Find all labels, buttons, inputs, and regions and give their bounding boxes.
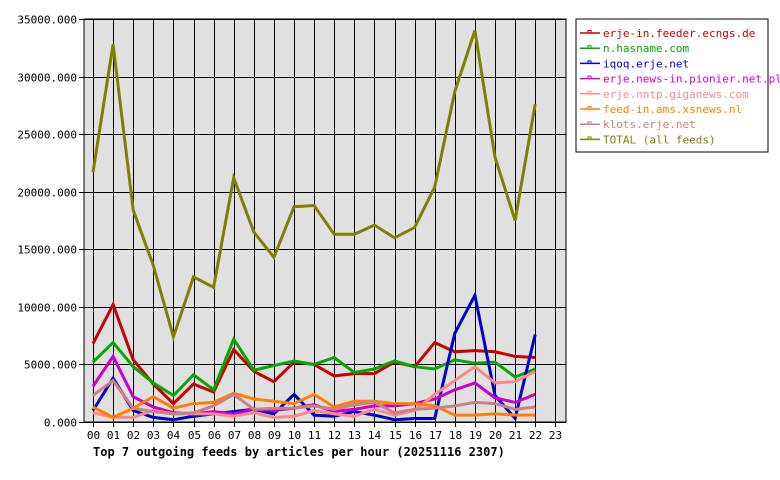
x-tick-label: 20 xyxy=(489,429,502,442)
legend-item: TOTAL (all feeds) xyxy=(580,133,716,146)
x-tick-label: 13 xyxy=(348,429,361,442)
y-tick-label: 30000.000 xyxy=(17,72,77,85)
x-tick-label: 22 xyxy=(529,429,542,442)
y-tick-label: 20000.000 xyxy=(17,187,77,200)
x-tick-label: 12 xyxy=(328,429,341,442)
x-tick-label: 05 xyxy=(188,429,201,442)
legend-item: klots.erje.net xyxy=(580,118,696,131)
x-tick-label: 07 xyxy=(228,429,241,442)
x-tick-label: 09 xyxy=(268,429,281,442)
x-tick-label: 15 xyxy=(389,429,402,442)
x-tick-label: 21 xyxy=(509,429,522,442)
x-tick-label: 08 xyxy=(248,429,261,442)
x-tick-label: 19 xyxy=(469,429,482,442)
series-lines xyxy=(91,30,537,422)
legend-item: n.hasname.com xyxy=(580,42,689,55)
legend-label: feed-in.ams.xsnews.nl xyxy=(603,103,742,116)
x-tick-label: 16 xyxy=(409,429,422,442)
legend: erje-in.feeder.ecngs.de n.hasname.com iqoq… xyxy=(575,18,780,153)
x-tick-label: 03 xyxy=(147,429,160,442)
series-line xyxy=(91,290,537,422)
legend-item: erje.news-in.pionier.net.pl xyxy=(580,73,780,86)
legend-item: iqoq.erje.net xyxy=(580,57,689,70)
x-tick-label: 11 xyxy=(308,429,321,442)
x-tick-label: 18 xyxy=(449,429,462,442)
legend-label: TOTAL (all feeds) xyxy=(603,133,716,146)
x-tick-label: 17 xyxy=(429,429,442,442)
y-tick-label: 0.000 xyxy=(44,417,77,430)
x-tick-label: 01 xyxy=(107,429,120,442)
x-tick-label: 02 xyxy=(127,429,140,442)
legend-label: iqoq.erje.net xyxy=(603,57,689,70)
x-tick-label: 10 xyxy=(288,429,301,442)
legend-label: erje.nntp.giganews.com xyxy=(603,88,749,101)
y-tick-label: 25000.000 xyxy=(17,129,77,142)
chart-title: Top 7 outgoing feeds by articles per hou… xyxy=(93,445,505,459)
series-line xyxy=(92,378,536,416)
x-tick-label: 04 xyxy=(167,429,181,442)
x-axis: 00 01 02 03 04 05 06 07 08 09 10 11 12 13 14 15 16 17 18 19… xyxy=(87,422,562,442)
y-tick-label: 10000.000 xyxy=(17,302,77,315)
legend-item: erje-in.feeder.ecngs.de xyxy=(580,27,755,40)
y-axis: 0.000 5000.000 10000.000 15000.000 20000.000… xyxy=(17,14,84,430)
x-tick-label: 00 xyxy=(87,429,100,442)
legend-item: feed-in.ams.xsnews.nl xyxy=(580,103,742,116)
x-tick-label: 23 xyxy=(549,429,562,442)
x-tick-label: 14 xyxy=(368,429,382,442)
series-line xyxy=(91,335,536,398)
legend-label: klots.erje.net xyxy=(603,118,696,131)
legend-item: erje.nntp.giganews.com xyxy=(580,88,749,101)
grid-lines xyxy=(84,19,566,423)
x-tick-label: 06 xyxy=(208,429,221,442)
series-line xyxy=(92,391,536,420)
legend-label: erje.news-in.pionier.net.pl xyxy=(603,73,780,86)
y-tick-label: 35000.000 xyxy=(17,14,77,27)
legend-label: n.hasname.com xyxy=(603,42,689,55)
y-tick-label: 5000.000 xyxy=(24,359,77,372)
series-line xyxy=(91,30,537,342)
y-tick-label: 15000.000 xyxy=(17,244,77,257)
legend-label: erje-in.feeder.ecngs.de xyxy=(603,27,755,40)
